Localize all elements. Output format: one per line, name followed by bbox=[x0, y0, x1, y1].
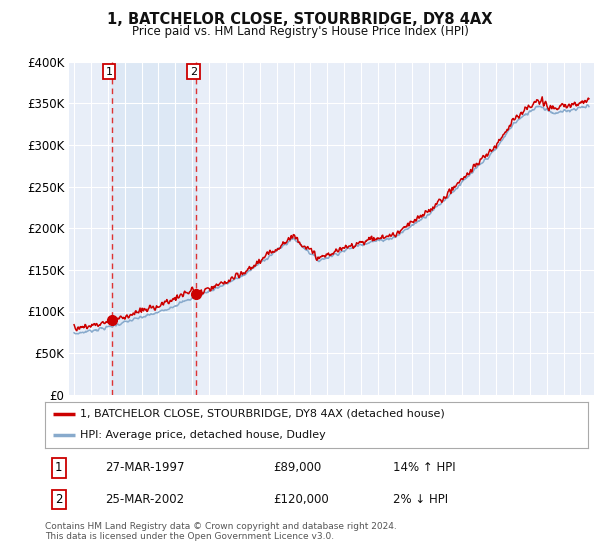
Text: 2: 2 bbox=[190, 67, 197, 77]
Text: £120,000: £120,000 bbox=[273, 493, 329, 506]
Text: 1, BATCHELOR CLOSE, STOURBRIDGE, DY8 4AX: 1, BATCHELOR CLOSE, STOURBRIDGE, DY8 4AX bbox=[107, 12, 493, 27]
Text: Price paid vs. HM Land Registry's House Price Index (HPI): Price paid vs. HM Land Registry's House … bbox=[131, 25, 469, 38]
Text: 1, BATCHELOR CLOSE, STOURBRIDGE, DY8 4AX (detached house): 1, BATCHELOR CLOSE, STOURBRIDGE, DY8 4AX… bbox=[80, 409, 445, 418]
Text: £89,000: £89,000 bbox=[273, 461, 322, 474]
Text: 14% ↑ HPI: 14% ↑ HPI bbox=[392, 461, 455, 474]
Text: 2: 2 bbox=[55, 493, 62, 506]
Text: 27-MAR-1997: 27-MAR-1997 bbox=[105, 461, 184, 474]
Text: Contains HM Land Registry data © Crown copyright and database right 2024.
This d: Contains HM Land Registry data © Crown c… bbox=[45, 522, 397, 542]
Text: 25-MAR-2002: 25-MAR-2002 bbox=[105, 493, 184, 506]
Text: 1: 1 bbox=[55, 461, 62, 474]
Text: HPI: Average price, detached house, Dudley: HPI: Average price, detached house, Dudl… bbox=[80, 430, 326, 440]
Text: 1: 1 bbox=[106, 67, 113, 77]
Text: 2% ↓ HPI: 2% ↓ HPI bbox=[392, 493, 448, 506]
Bar bbox=[112, 62, 196, 395]
